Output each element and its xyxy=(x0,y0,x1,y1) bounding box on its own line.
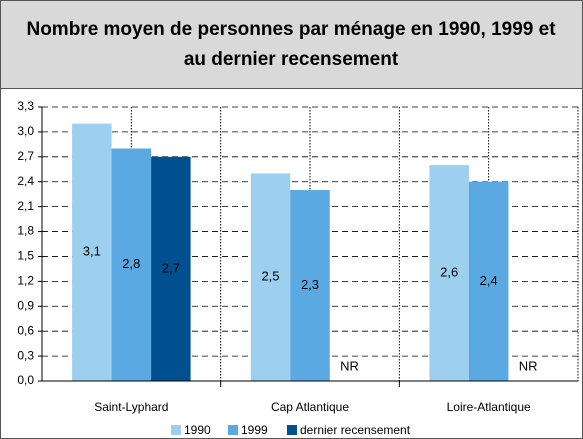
value-label: NR xyxy=(340,358,359,373)
bar xyxy=(111,148,152,381)
y-tick-label: 2,7 xyxy=(17,149,34,163)
value-label: NR xyxy=(519,358,538,373)
chart-title: au dernier recensement xyxy=(184,49,399,70)
chart-title: Nombre moyen de personnes par ménage en … xyxy=(26,19,556,40)
legend-label: dernier recensement xyxy=(300,423,411,437)
x-tick-label: Loire-Atlantique xyxy=(447,400,531,414)
bar xyxy=(72,123,112,381)
bar xyxy=(290,190,330,381)
legend-swatch xyxy=(171,425,181,435)
legend-swatch xyxy=(228,425,238,435)
value-label: 2,7 xyxy=(162,260,180,275)
y-tick-label: 2,1 xyxy=(17,199,34,213)
value-label: 2,4 xyxy=(480,273,498,288)
bar xyxy=(429,165,469,381)
x-tick-label: Cap Atlantique xyxy=(271,400,349,414)
y-tick-label: 1,2 xyxy=(17,274,34,288)
legend-swatch xyxy=(287,425,297,435)
y-tick-label: 2,4 xyxy=(17,174,34,188)
legend-label: 1999 xyxy=(241,423,268,437)
bar xyxy=(151,156,191,381)
bar xyxy=(250,173,291,381)
y-tick-label: 0,6 xyxy=(17,323,34,337)
y-tick-label: 1,5 xyxy=(17,249,34,263)
legend-label: 1990 xyxy=(184,423,211,437)
x-tick-label: Saint-Lyphard xyxy=(94,400,168,414)
y-tick-label: 1,8 xyxy=(17,224,34,238)
value-label: 2,3 xyxy=(301,277,319,292)
y-tick-label: 3,3 xyxy=(17,99,34,113)
value-label: 2,5 xyxy=(261,269,279,284)
y-tick-label: 3,0 xyxy=(17,124,34,138)
value-label: 2,6 xyxy=(440,264,458,279)
title-box xyxy=(0,0,583,89)
value-label: 2,8 xyxy=(122,256,140,271)
value-label: 3,1 xyxy=(83,244,101,259)
y-tick-label: 0,0 xyxy=(17,373,34,387)
bar xyxy=(468,181,509,381)
y-tick-label: 0,9 xyxy=(17,298,34,312)
y-tick-label: 0,3 xyxy=(17,348,34,362)
